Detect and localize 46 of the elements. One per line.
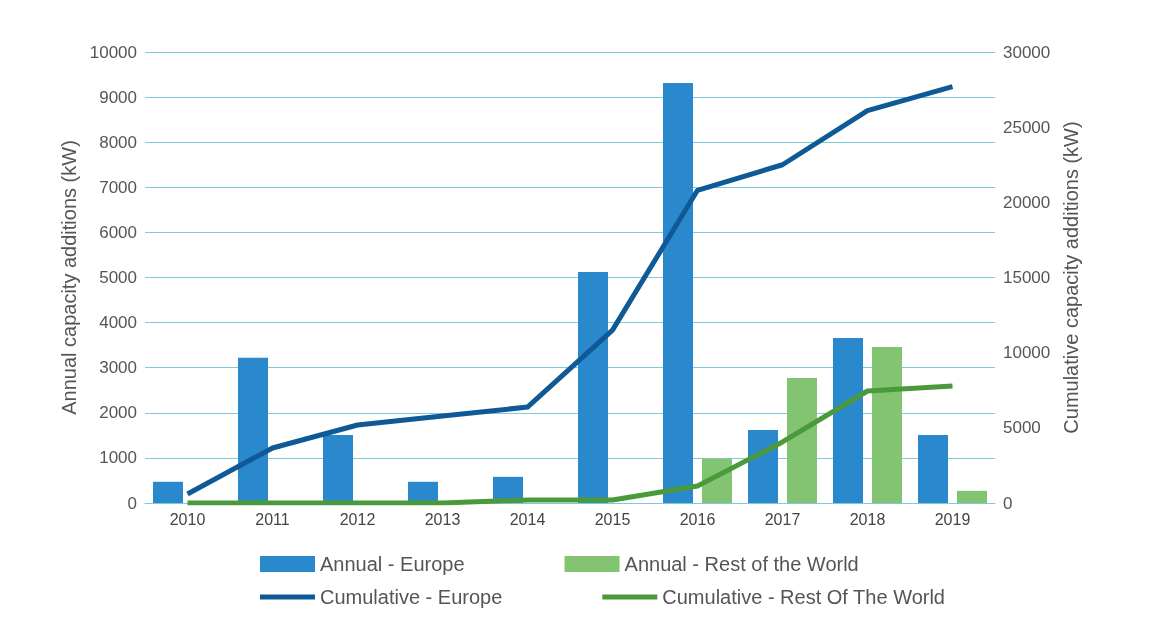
bar [238, 357, 268, 503]
y-tick-label: 3000 [99, 358, 137, 378]
x-tick-label: 2010 [169, 510, 206, 528]
y-tick-label: 6000 [99, 222, 137, 242]
bar [918, 434, 948, 503]
x-tick-label: 2019 [934, 510, 971, 528]
bar [872, 346, 902, 503]
x-tick-label: 2015 [594, 510, 631, 528]
y-axis-title: Annual capacity additions (kW) [57, 140, 80, 415]
y2-tick-label: 20000 [1003, 192, 1051, 212]
y-tick-label: 7000 [99, 177, 137, 197]
x-tick-label: 2012 [339, 510, 376, 528]
y2-tick-label: 30000 [1003, 42, 1051, 62]
legend-label: Annual - Rest of the World [624, 553, 859, 575]
bar [833, 337, 863, 503]
y-tick-label: 0 [127, 493, 137, 513]
y2-axis-title: Cumulative capacity additions (kW) [1060, 121, 1083, 434]
x-tick-label: 2011 [255, 510, 290, 528]
x-tick-label: 2017 [764, 510, 801, 528]
y2-tick-label: 5000 [1003, 418, 1041, 438]
bar [787, 378, 817, 503]
legend-label: Cumulative - Rest Of The World [662, 586, 945, 608]
x-tick-label: 2018 [849, 510, 886, 528]
bar [323, 434, 353, 503]
y2-tick-label: 25000 [1003, 117, 1051, 137]
y-tick-label: 8000 [99, 132, 137, 152]
y-tick-label: 5000 [99, 268, 137, 287]
y2-tick-label: 10000 [1003, 343, 1051, 363]
y-tick-label: 10000 [89, 42, 137, 62]
y2-tick-label: 15000 [1003, 268, 1051, 287]
bar [748, 429, 778, 503]
y-tick-label: 9000 [99, 87, 137, 107]
y-tick-label: 4000 [99, 313, 137, 333]
bar [663, 83, 693, 503]
x-tick-label: 2013 [424, 510, 461, 528]
x-tick-label: 2016 [679, 510, 716, 528]
y-tick-label: 1000 [99, 448, 137, 468]
legend-label: Cumulative - Europe [320, 586, 503, 608]
legend-label: Annual - Europe [320, 553, 465, 575]
y2-tick-label: 0 [1003, 493, 1013, 513]
bar [578, 272, 608, 503]
x-tick-label: 2014 [509, 510, 546, 528]
bar [957, 490, 987, 503]
bar [408, 481, 438, 503]
y-tick-label: 2000 [99, 403, 137, 423]
bar [153, 481, 183, 503]
